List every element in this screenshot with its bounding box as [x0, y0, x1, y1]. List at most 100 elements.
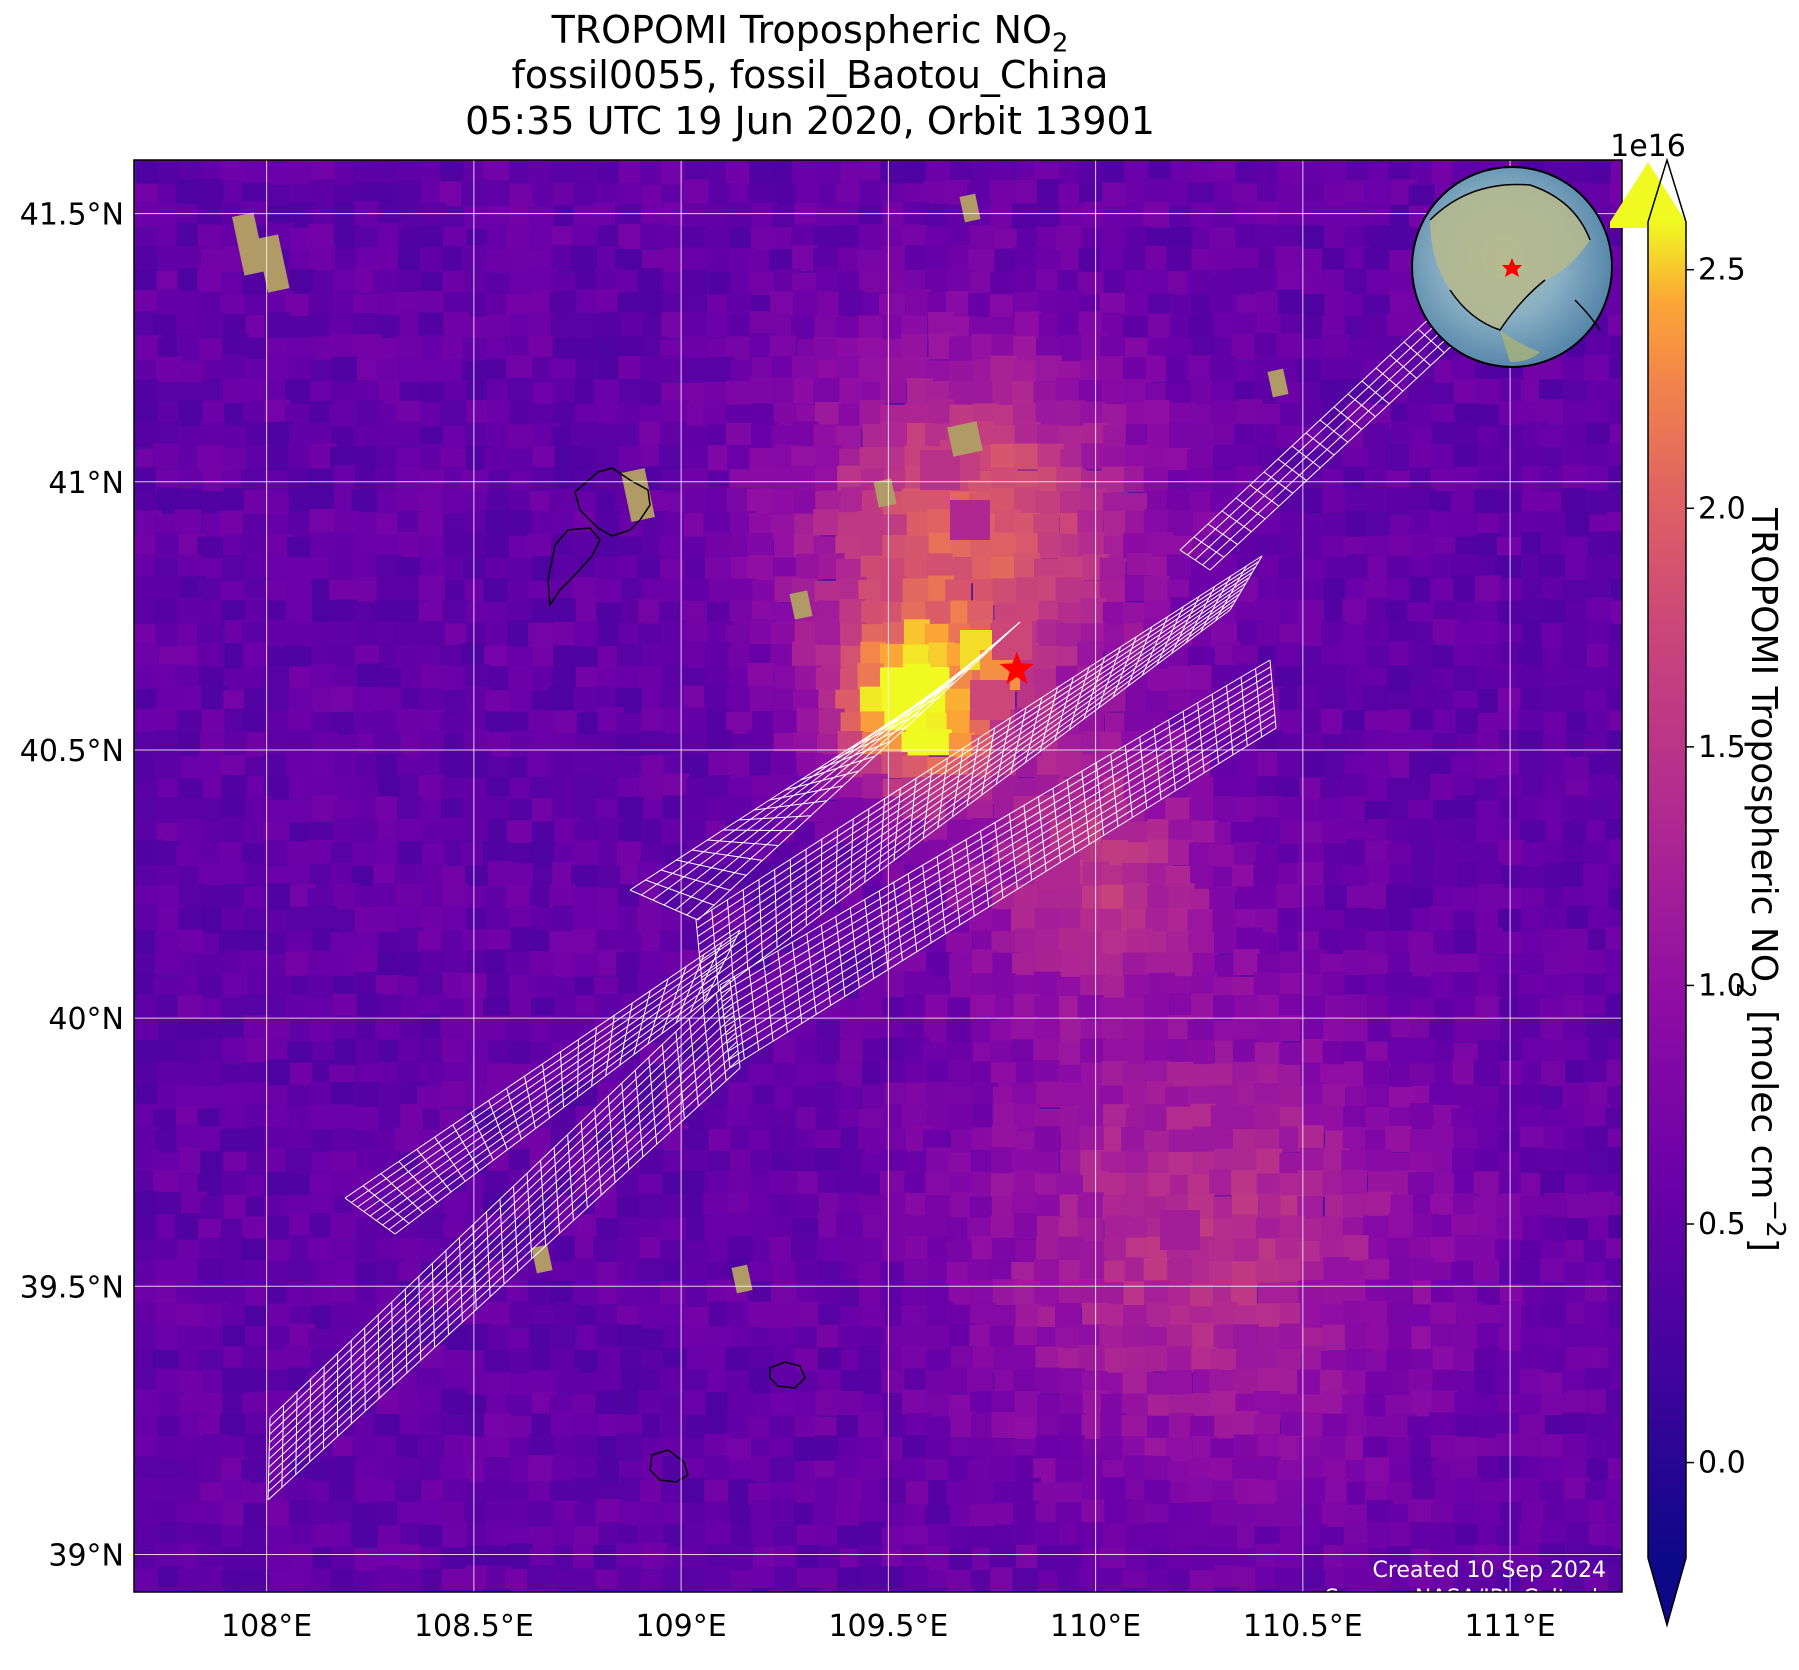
- no2-pixel: [1077, 510, 1104, 537]
- no2-pixel: [527, 312, 554, 339]
- no2-pixel: [1211, 1301, 1238, 1328]
- no2-pixel: [1143, 994, 1170, 1021]
- no2-pixel: [1299, 1147, 1326, 1174]
- no2-pixel: [575, 1106, 602, 1133]
- no2-pixel: [1256, 1588, 1283, 1592]
- no2-pixel: [395, 335, 422, 362]
- no2-pixel: [1342, 1235, 1369, 1262]
- no2-pixel: [197, 179, 224, 206]
- latitude-tick-label: 40°N: [48, 1002, 124, 1037]
- no2-pixel: [660, 1281, 687, 1308]
- swath-line: [1179, 315, 1433, 551]
- no2-pixel: [1033, 971, 1060, 998]
- no2-pixel: [1301, 1477, 1328, 1504]
- no2-pixel: [1474, 1148, 1501, 1175]
- no2-pixel: [682, 1389, 709, 1416]
- no2-pixel: [1610, 161, 1622, 188]
- no2-pixel: [1583, 355, 1610, 382]
- colorbar-ticks: 0.00.51.01.52.02.5: [1686, 253, 1746, 1481]
- no2-pixel: [330, 1213, 357, 1240]
- no2-pixel: [660, 1239, 687, 1266]
- no2-pixel: [1539, 554, 1566, 581]
- no2-pixel: [1364, 751, 1391, 778]
- no2-pixel: [1078, 1345, 1105, 1372]
- no2-pixel: [1256, 1148, 1283, 1175]
- no2-pixel: [970, 381, 997, 408]
- no2-pixel: [176, 1125, 203, 1152]
- no2-pixel: [331, 1015, 358, 1042]
- no2-pixel: [882, 534, 909, 561]
- no2-pixel: [1386, 444, 1413, 471]
- no2-pixel: [1540, 1434, 1567, 1461]
- swath-line: [267, 1067, 741, 1501]
- colorbar-label-sub: 2: [1730, 982, 1760, 999]
- no2-pixel: [1408, 1037, 1435, 1064]
- no2-pixel: [308, 950, 335, 977]
- no2-pixel: [969, 908, 996, 935]
- no2-pixel: [463, 729, 490, 756]
- no2-pixel: [505, 510, 532, 537]
- no2-pixel: [857, 1411, 884, 1438]
- no2-pixel: [377, 994, 404, 1021]
- swath-line: [268, 1032, 737, 1468]
- no2-pixel: [1036, 1081, 1063, 1108]
- no2-pixel: [486, 974, 513, 1001]
- no2-hotspot-pixel: [970, 680, 1010, 720]
- no2-pixel: [444, 532, 471, 559]
- no2-pixel: [659, 1589, 686, 1592]
- no2-pixel: [354, 1592, 380, 1618]
- no2-pixel: [1297, 907, 1324, 934]
- no2-pixel: [1606, 1437, 1622, 1464]
- no2-pixel: [1344, 994, 1371, 1021]
- no2-pixel: [419, 1389, 446, 1416]
- no2-pixel: [265, 555, 292, 582]
- no2-pixel: [376, 576, 403, 603]
- no2-pixel: [1167, 665, 1194, 692]
- no2-pixel: [134, 905, 160, 932]
- no2-pixel: [1056, 467, 1083, 494]
- no2-pixel: [485, 423, 512, 450]
- no2-pixel: [1608, 751, 1622, 778]
- no2-pixel: [197, 641, 224, 668]
- no2-pixel: [795, 1258, 822, 1285]
- no2-pixel: [285, 1345, 312, 1372]
- sounding-swath: [344, 929, 741, 1235]
- no2-pixel: [1386, 972, 1413, 999]
- no2-pixel: [969, 1279, 996, 1306]
- latitude-tick-labels: 41.5°N41°N40.5°N40°N39.5°N39°N: [20, 198, 124, 1574]
- no2-pixel: [747, 1301, 774, 1328]
- no2-pixel: [1322, 971, 1349, 998]
- no2-pixel: [1608, 1565, 1622, 1592]
- no2-pixel: [287, 443, 314, 470]
- no2-pixel: [201, 1327, 228, 1354]
- no2-pixel: [1275, 1567, 1302, 1592]
- no2-pixel: [245, 160, 272, 184]
- no2-pixel: [770, 1170, 797, 1197]
- no2-pixel: [925, 729, 952, 756]
- no2-pixel: [1300, 1569, 1327, 1592]
- no2-pixel: [1429, 1412, 1456, 1439]
- no2-pixel: [506, 820, 533, 847]
- no2-pixel: [1610, 1367, 1622, 1394]
- no2-pixel: [1435, 1593, 1461, 1619]
- no2-pixel: [484, 1412, 511, 1439]
- credit-source: Source: NASA/JPL-Caltech: [1325, 1586, 1606, 1611]
- no2-pixel: [332, 356, 359, 383]
- no2-pixel: [1189, 1569, 1216, 1592]
- no2-pixel: [1297, 1125, 1324, 1152]
- no2-pixel: [1385, 883, 1412, 910]
- no2-pixel: [308, 1237, 335, 1264]
- no2-pixel: [1187, 1590, 1214, 1592]
- satellite-image-patch: [531, 1244, 553, 1274]
- no2-pixel: [705, 641, 732, 668]
- no2-pixel: [441, 1037, 468, 1064]
- no2-pixel: [265, 1526, 292, 1553]
- no2-pixel: [1035, 491, 1062, 518]
- no2-pixel: [685, 1280, 712, 1307]
- no2-pixel: [791, 465, 818, 492]
- no2-pixel: [355, 1107, 382, 1134]
- no2-pixel: [1321, 487, 1348, 514]
- no2-pixel: [549, 1325, 576, 1352]
- no2-pixel: [1187, 269, 1214, 296]
- no2-pixel: [352, 1570, 379, 1592]
